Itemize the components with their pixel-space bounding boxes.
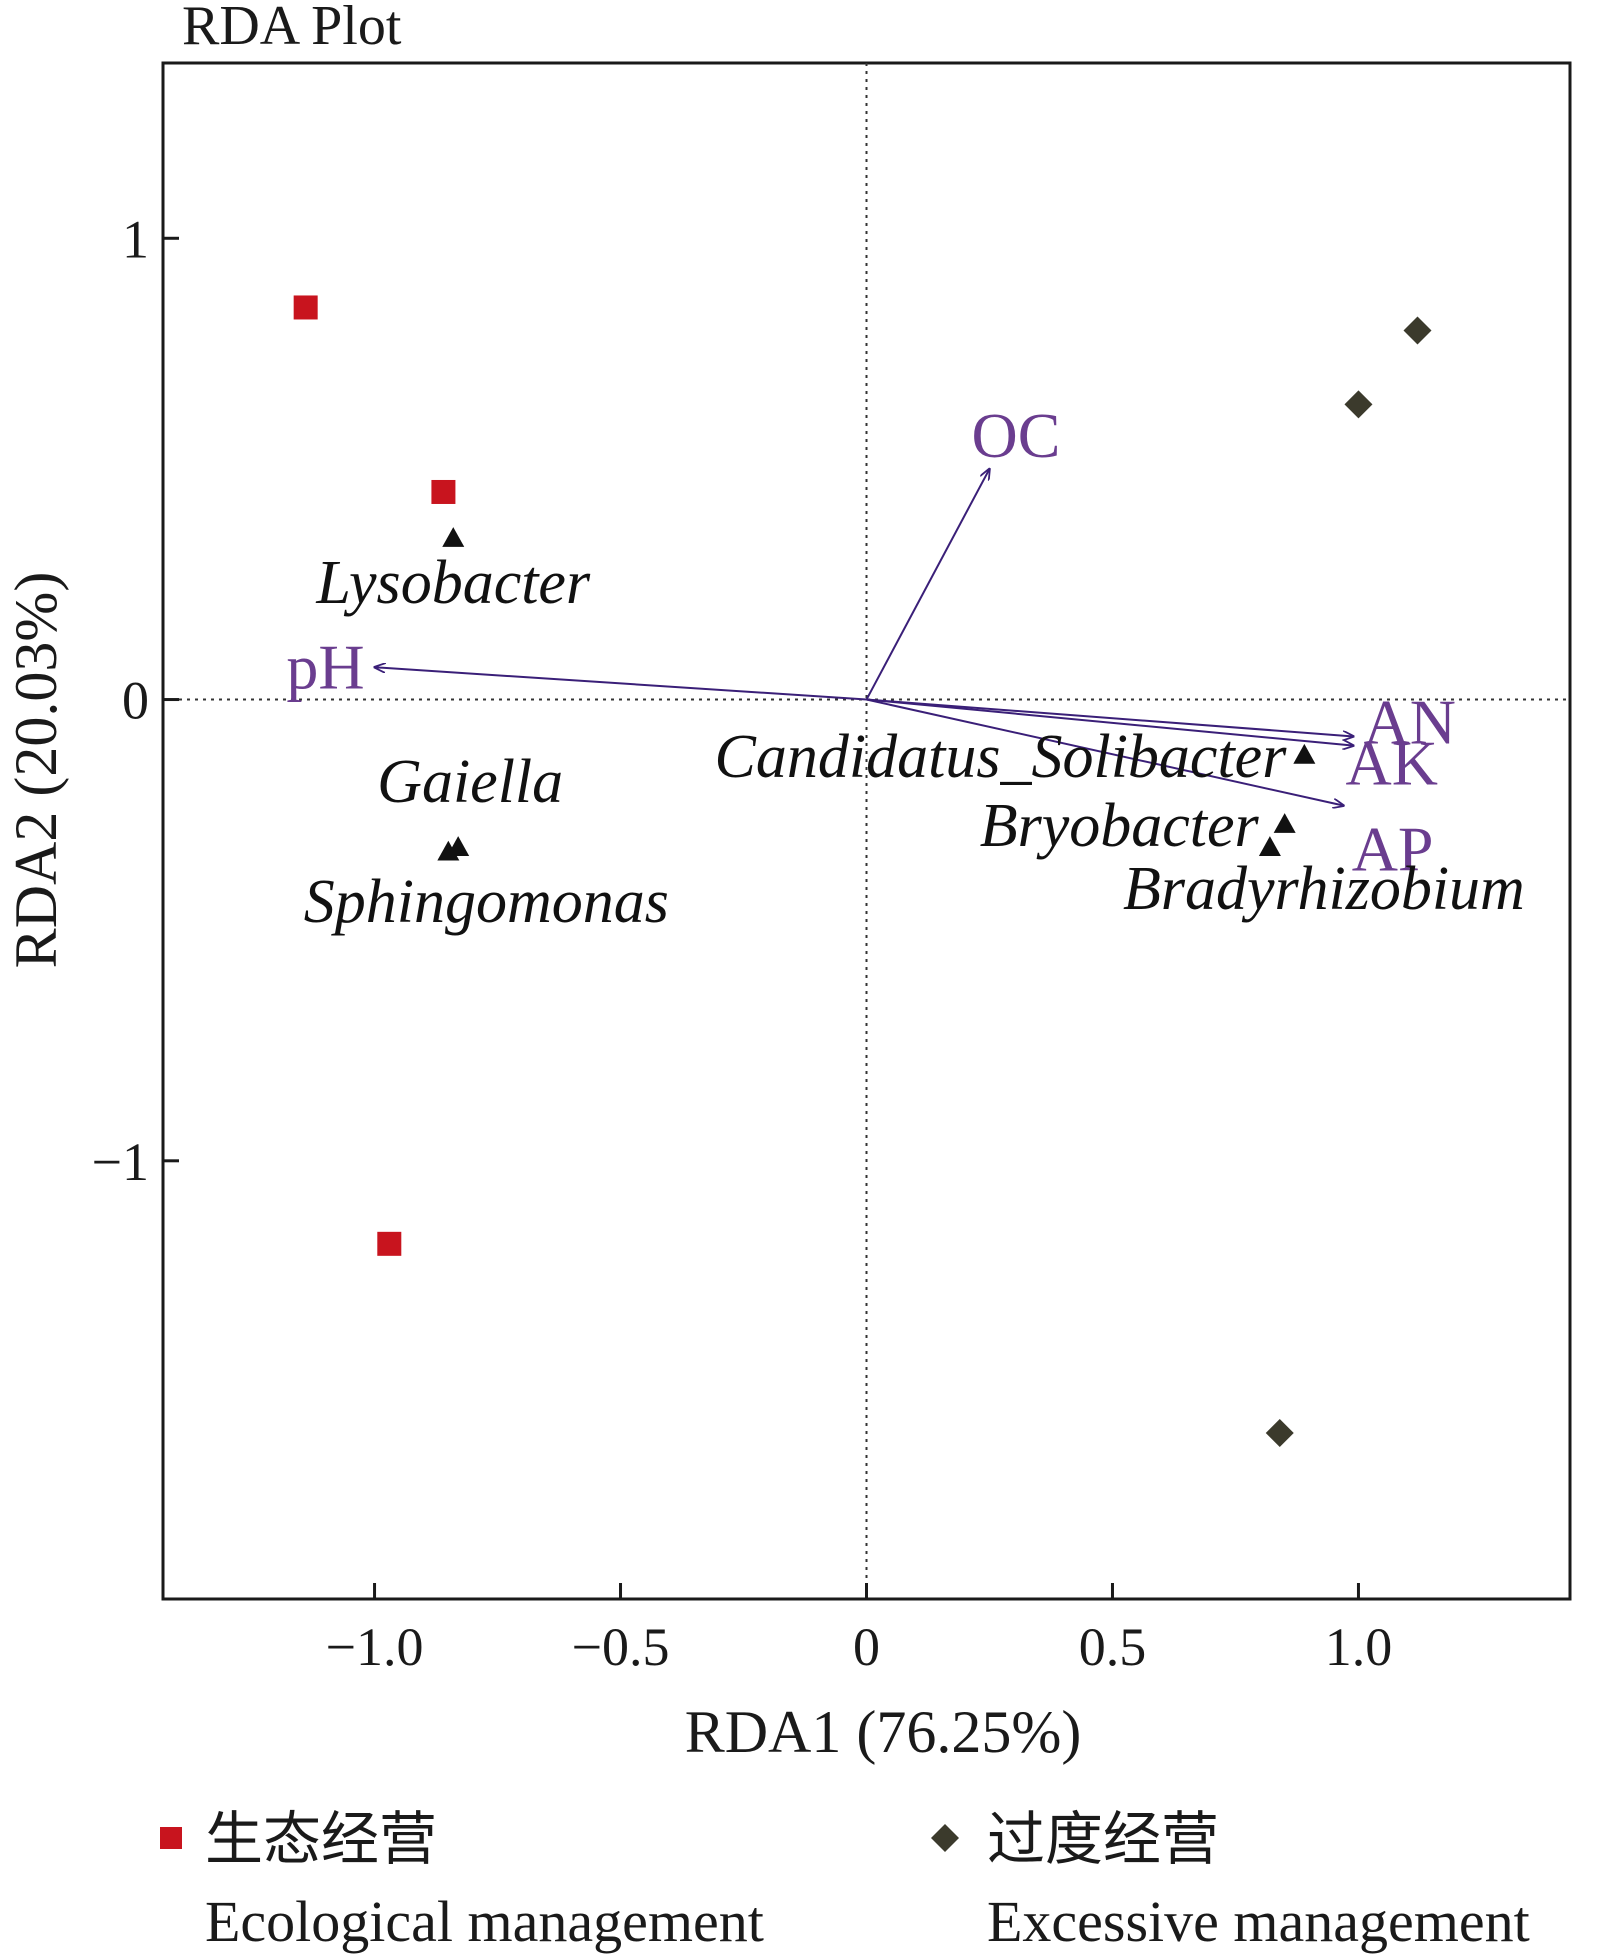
x-tick-label: 0.5	[1079, 1617, 1147, 1677]
taxon-marker	[1273, 813, 1296, 833]
sample-point-ecological	[431, 479, 456, 504]
legend-label-excessive-cn: 过度经营	[987, 1807, 1219, 1872]
x-tick-label: 0	[853, 1617, 880, 1677]
x-tick-label: −0.5	[572, 1617, 670, 1677]
vector-arrow-ph	[375, 667, 867, 701]
taxon-label: Bryobacter	[980, 792, 1260, 860]
legend-marker-excessive	[931, 1824, 959, 1852]
vector-arrow-ak	[866, 698, 1354, 746]
vector-label-ph: pH	[286, 631, 364, 702]
y-tick-label: 0	[122, 671, 149, 731]
legend-label-excessive-en: Excessive management	[987, 1889, 1530, 1954]
chart-title: RDA Plot	[182, 0, 402, 57]
vector-arrow-oc	[865, 469, 990, 701]
taxon-marker	[442, 527, 465, 547]
taxon-label: Bradyrhizobium	[1123, 855, 1525, 923]
sample-point-excessive	[1344, 390, 1373, 419]
y-axis-title: RDA2 (20.03%)	[3, 572, 69, 969]
vector-label-ap: AP	[1352, 814, 1434, 885]
sample-point-excessive	[1403, 316, 1432, 345]
y-axis-ticks: 1 0 −1	[92, 209, 179, 1192]
taxon-label: Lysobacter	[315, 549, 591, 617]
legend-label-ecological-cn: 生态经营	[205, 1807, 437, 1872]
taxon-marker	[1258, 836, 1281, 856]
taxon-label: Sphingomonas	[304, 868, 669, 936]
y-tick-label: −1	[92, 1132, 149, 1192]
legend-marker-ecological	[160, 1827, 182, 1849]
sample-points	[293, 295, 1432, 1447]
taxon-label: Candidatus_Solibacter	[715, 723, 1288, 791]
sample-point-ecological	[293, 295, 318, 320]
vector-arrow-an	[866, 698, 1354, 737]
vector-arrow-ap	[866, 698, 1344, 806]
x-axis-title: RDA1 (76.25%)	[685, 1699, 1082, 1765]
y-tick-label: 1	[122, 209, 149, 269]
x-tick-label: 1.0	[1325, 1617, 1393, 1677]
sample-point-excessive	[1265, 1418, 1294, 1447]
x-axis-ticks: −1.0 −0.5 0 0.5 1.0	[326, 1583, 1393, 1677]
legend-label-ecological-en: Ecological management	[205, 1889, 764, 1954]
taxa-points: Lysobacter Gaiella Sphingomonas Candidatus_…	[304, 527, 1525, 936]
vector-label-an: AN	[1364, 686, 1456, 757]
vector-label-oc: OC	[971, 400, 1060, 471]
legend: 生态经营 Ecological management 过度经营 Excessiv…	[160, 1807, 1530, 1954]
taxon-marker	[1293, 743, 1316, 764]
vector-label-ak: AK	[1346, 728, 1438, 799]
taxon-marker	[437, 840, 460, 861]
taxon-label: Gaiella	[377, 748, 563, 816]
x-tick-label: −1.0	[326, 1617, 424, 1677]
sample-point-ecological	[377, 1231, 402, 1256]
